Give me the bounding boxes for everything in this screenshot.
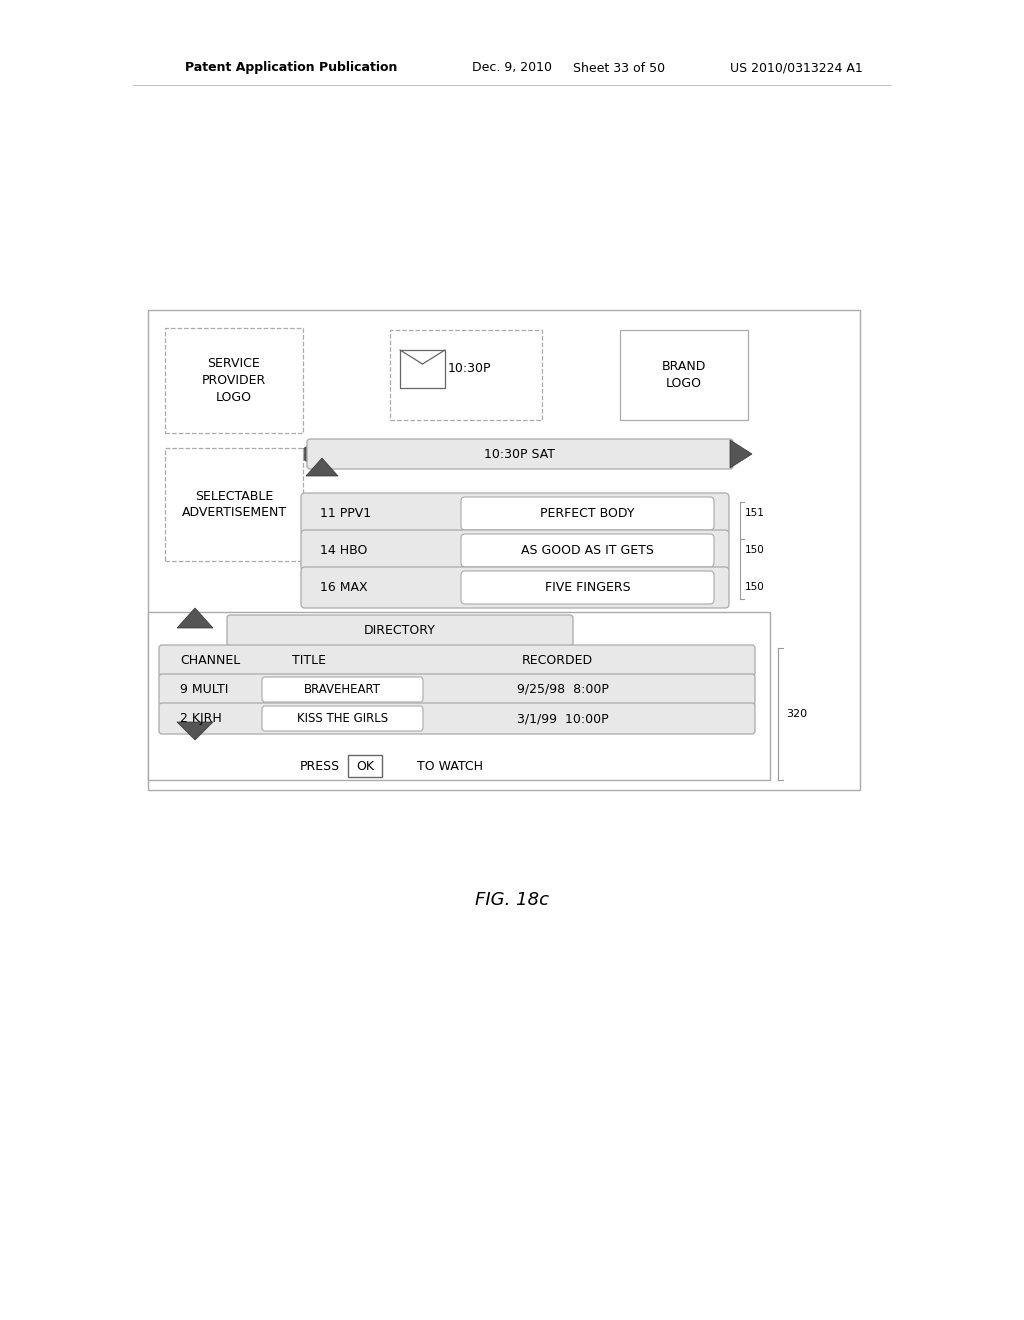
Polygon shape xyxy=(177,609,213,628)
FancyBboxPatch shape xyxy=(301,531,729,572)
Text: 320: 320 xyxy=(786,709,807,719)
Text: 10:30P SAT: 10:30P SAT xyxy=(484,447,555,461)
Text: Patent Application Publication: Patent Application Publication xyxy=(185,62,397,74)
FancyBboxPatch shape xyxy=(159,675,755,705)
Bar xyxy=(165,447,303,561)
FancyBboxPatch shape xyxy=(262,677,423,702)
Text: PERFECT BODY: PERFECT BODY xyxy=(541,507,635,520)
Text: 151: 151 xyxy=(745,508,765,517)
Text: Sheet 33 of 50: Sheet 33 of 50 xyxy=(573,62,666,74)
Text: 9 MULTI: 9 MULTI xyxy=(180,682,228,696)
FancyBboxPatch shape xyxy=(159,704,755,734)
Text: AS GOOD AS IT GETS: AS GOOD AS IT GETS xyxy=(521,544,654,557)
Text: 150: 150 xyxy=(745,582,765,591)
Polygon shape xyxy=(177,722,213,741)
Text: 2 KJRH: 2 KJRH xyxy=(180,711,222,725)
FancyBboxPatch shape xyxy=(307,440,733,469)
Polygon shape xyxy=(306,458,338,477)
Bar xyxy=(148,612,770,780)
Text: CHANNEL: CHANNEL xyxy=(180,653,241,667)
Text: 11 PPV1: 11 PPV1 xyxy=(319,507,371,520)
FancyBboxPatch shape xyxy=(301,492,729,535)
Bar xyxy=(348,755,382,777)
Bar xyxy=(620,330,748,420)
Text: FIG. 18c: FIG. 18c xyxy=(475,891,549,909)
Text: 3/1/99  10:00P: 3/1/99 10:00P xyxy=(517,711,608,725)
FancyBboxPatch shape xyxy=(461,498,714,531)
Text: OK: OK xyxy=(356,759,374,772)
Bar xyxy=(148,310,860,789)
Text: BRAVEHEART: BRAVEHEART xyxy=(304,682,381,696)
Text: TITLE: TITLE xyxy=(292,653,326,667)
FancyBboxPatch shape xyxy=(461,572,714,605)
Text: 14 HBO: 14 HBO xyxy=(319,544,368,557)
FancyBboxPatch shape xyxy=(301,568,729,609)
FancyBboxPatch shape xyxy=(262,706,423,731)
Text: SERVICE
PROVIDER
LOGO: SERVICE PROVIDER LOGO xyxy=(202,356,266,404)
Text: US 2010/0313224 A1: US 2010/0313224 A1 xyxy=(730,62,863,74)
Text: TO WATCH: TO WATCH xyxy=(417,759,483,772)
Text: RECORDED: RECORDED xyxy=(522,653,593,667)
Polygon shape xyxy=(295,440,317,469)
Bar xyxy=(390,330,542,420)
FancyBboxPatch shape xyxy=(159,645,755,676)
FancyBboxPatch shape xyxy=(461,535,714,568)
Text: SELECTABLE
ADVERTISEMENT: SELECTABLE ADVERTISEMENT xyxy=(181,490,287,520)
Text: Dec. 9, 2010: Dec. 9, 2010 xyxy=(472,62,552,74)
Text: DIRECTORY: DIRECTORY xyxy=(365,624,436,638)
Text: FIVE FINGERS: FIVE FINGERS xyxy=(545,581,631,594)
Text: 150: 150 xyxy=(745,545,765,554)
Text: BRAND
LOGO: BRAND LOGO xyxy=(662,360,707,389)
FancyBboxPatch shape xyxy=(227,615,573,645)
Polygon shape xyxy=(730,440,752,469)
Bar xyxy=(400,350,445,388)
Text: PRESS: PRESS xyxy=(300,759,340,772)
Bar xyxy=(165,327,303,433)
Text: KISS THE GIRLS: KISS THE GIRLS xyxy=(297,711,388,725)
Text: 10:30P: 10:30P xyxy=(449,363,492,375)
Text: 9/25/98  8:00P: 9/25/98 8:00P xyxy=(517,682,609,696)
Text: 16 MAX: 16 MAX xyxy=(319,581,368,594)
